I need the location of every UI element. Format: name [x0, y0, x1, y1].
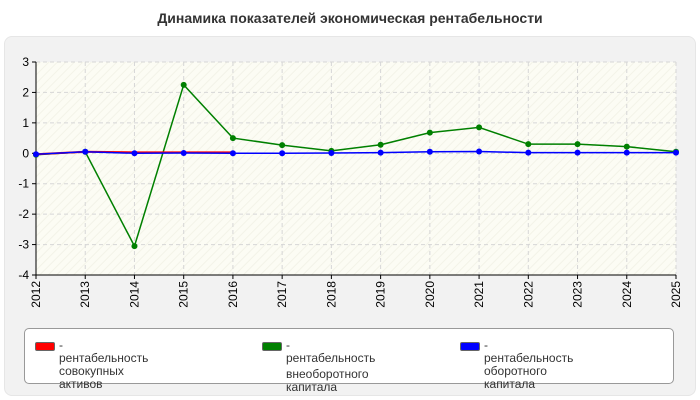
data-point[interactable]	[180, 81, 187, 88]
data-point[interactable]	[525, 141, 532, 148]
legend-label-cont: активов	[59, 377, 103, 391]
x-tick-label: 2012	[29, 281, 43, 308]
data-point[interactable]	[377, 141, 384, 148]
legend-swatch-blue	[460, 342, 480, 351]
x-tick-label: 2015	[177, 281, 191, 308]
data-point[interactable]	[525, 149, 532, 156]
data-point[interactable]	[131, 243, 138, 250]
legend-label-cont: внеоборотного капитала	[286, 367, 369, 394]
data-point[interactable]	[180, 149, 187, 156]
data-point[interactable]	[377, 149, 384, 156]
x-tick-label: 2025	[669, 281, 683, 308]
series-line	[35, 150, 676, 155]
legend-label: - рентабельность совокупных	[59, 338, 149, 378]
legend-label: - рентабельность	[286, 338, 376, 365]
data-point[interactable]	[229, 135, 236, 142]
data-point[interactable]	[229, 150, 236, 157]
y-tick-label: 0	[22, 146, 29, 160]
x-tick-label: 2021	[472, 281, 486, 308]
chart-title: Динамика показателей экономическая рента…	[157, 10, 543, 26]
series-2	[33, 148, 679, 158]
y-tick-label: 2	[22, 85, 29, 99]
plot-area	[36, 62, 676, 275]
data-point[interactable]	[574, 141, 581, 148]
y-tick-label: 1	[22, 116, 29, 130]
y-tick-label: 3	[22, 55, 29, 69]
y-tick-label: -2	[18, 207, 29, 221]
legend: - рентабельность совокупных активов - ре…	[24, 328, 674, 394]
data-point[interactable]	[426, 129, 433, 136]
x-tick-label: 2024	[620, 281, 634, 308]
data-point[interactable]	[279, 142, 286, 149]
x-tick-label: 2023	[571, 281, 585, 308]
data-point[interactable]	[476, 124, 483, 131]
data-point[interactable]	[279, 150, 286, 157]
legend-label: - рентабельность оборотного	[484, 338, 574, 378]
x-tick-label: 2013	[78, 281, 92, 308]
data-point[interactable]	[574, 149, 581, 156]
data-point[interactable]	[33, 151, 39, 158]
series-line	[35, 83, 677, 249]
data-point[interactable]	[673, 149, 679, 156]
y-tick-label: -4	[18, 268, 29, 282]
data-point[interactable]	[623, 149, 630, 156]
y-tick-label: -1	[18, 177, 29, 191]
data-point[interactable]	[131, 150, 138, 157]
x-tick-label: 2014	[127, 281, 141, 308]
x-tick-label: 2022	[521, 281, 535, 308]
x-tick-label: 2016	[226, 281, 240, 308]
data-point[interactable]	[623, 143, 630, 150]
y-tick-label: -3	[18, 238, 29, 252]
legend-swatch-green	[262, 342, 282, 351]
legend-swatch-red	[35, 342, 55, 351]
x-tick-label: 2019	[374, 281, 388, 308]
x-tick-label: 2017	[275, 281, 289, 308]
x-tick-label: 2020	[423, 281, 437, 308]
data-point[interactable]	[476, 148, 483, 155]
data-point[interactable]	[426, 148, 433, 155]
data-point[interactable]	[82, 148, 89, 155]
legend-label-cont: капитала	[484, 377, 536, 391]
data-point[interactable]	[328, 149, 335, 156]
x-tick-label: 2018	[324, 281, 338, 308]
